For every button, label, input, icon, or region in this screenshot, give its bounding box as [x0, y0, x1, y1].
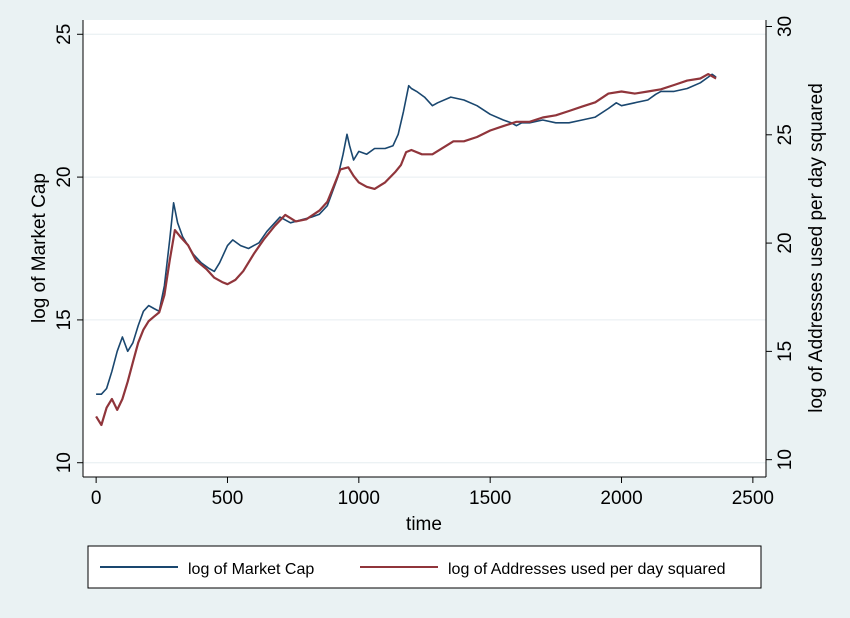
y-right-tick-label-10: 10	[775, 449, 796, 470]
gridlines	[83, 33, 766, 464]
y-left-tick-label-25: 25	[54, 24, 75, 45]
y-axis-left-label: log of Market Cap	[29, 173, 50, 323]
y-left-tick-label-10: 10	[54, 452, 75, 473]
legend-label-addresses: log of Addresses used per day squared	[448, 561, 726, 578]
y-right-tick-label-25: 25	[775, 124, 796, 145]
series-line-1	[95, 73, 717, 427]
y-right-tick-label-15: 15	[775, 341, 796, 362]
series-lines	[95, 73, 717, 427]
legend: log of Market Cap log of Addresses used …	[87, 545, 762, 589]
x-tick-label-2000: 2000	[600, 488, 642, 509]
y-right-tick-label-30: 30	[775, 16, 796, 37]
x-axis-label: time	[406, 514, 442, 535]
x-tick-label-500: 500	[212, 488, 244, 509]
y-left-tick-label-15: 15	[54, 309, 75, 330]
x-tick-label-0: 0	[91, 488, 102, 509]
x-tick-label-2500: 2500	[732, 488, 774, 509]
y-axis-right-label: log of Addresses used per day squared	[806, 83, 827, 413]
y-right-tick-label-20: 20	[775, 233, 796, 254]
legend-label-market-cap: log of Market Cap	[188, 561, 314, 578]
x-tick-label-1500: 1500	[469, 488, 511, 509]
x-tick-label-1000: 1000	[338, 488, 380, 509]
axis-ticks: 10 15 20 25 10 15 20 25 30 0 500 1000 1500 2000 2500	[54, 16, 796, 509]
series-line-0	[96, 73, 717, 395]
y-left-tick-label-20: 20	[54, 167, 75, 188]
